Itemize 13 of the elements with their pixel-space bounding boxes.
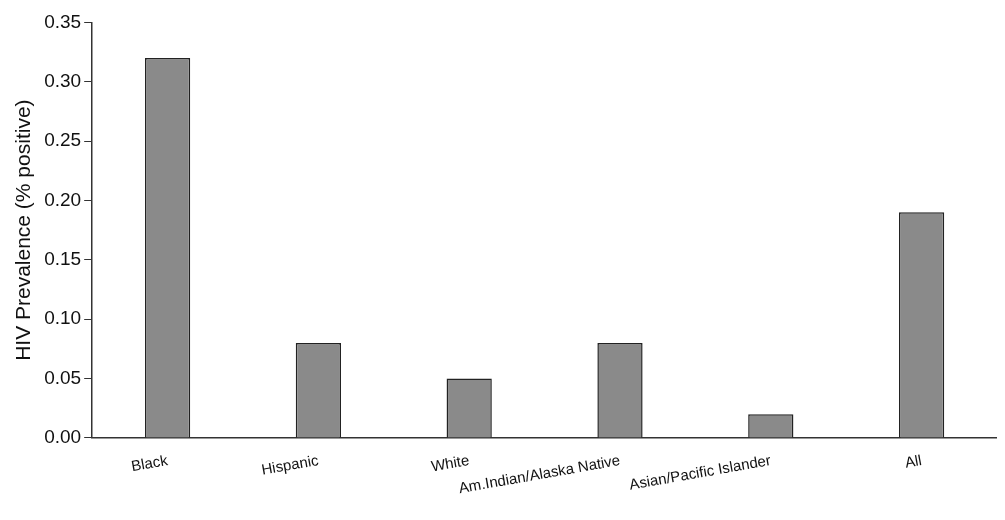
y-tick-label: 0.00 bbox=[44, 426, 82, 448]
y-tick-label: 0.15 bbox=[44, 248, 82, 270]
x-tick-label: Black bbox=[129, 450, 170, 475]
y-tick-label: 0.35 bbox=[44, 10, 82, 32]
y-tick-label: 0.10 bbox=[44, 307, 82, 329]
x-tick-label: Asian/Pacific Islander bbox=[627, 451, 773, 493]
y-tick-label: 0.25 bbox=[44, 129, 82, 151]
y-tick-label: 0.30 bbox=[44, 69, 82, 91]
y-tick-label: 0.20 bbox=[44, 188, 82, 210]
y-tick-label: 0.05 bbox=[44, 366, 82, 388]
y-axis-title: HIV Prevalence (% positive) bbox=[11, 99, 35, 361]
x-tick-label: All bbox=[903, 451, 923, 471]
x-tick-label: Hispanic bbox=[260, 450, 321, 478]
